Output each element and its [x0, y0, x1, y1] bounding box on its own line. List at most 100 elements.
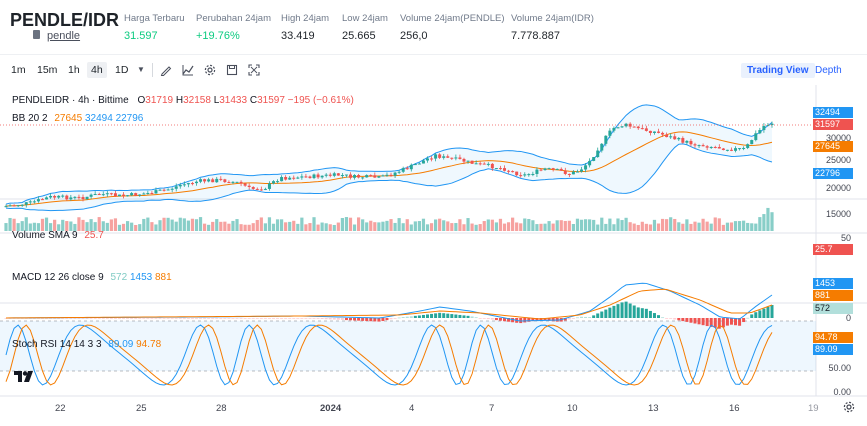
- macd-hist-bar: [117, 318, 121, 319]
- candle-body: [219, 178, 223, 180]
- depth-button[interactable]: Depth: [815, 65, 842, 76]
- volume-bar: [665, 219, 669, 231]
- volume-bar: [81, 219, 85, 231]
- volume-bar: [644, 223, 648, 231]
- candle-body: [365, 175, 369, 178]
- save-icon[interactable]: [226, 64, 238, 76]
- volume-bar: [648, 224, 653, 231]
- candle-body: [644, 128, 648, 131]
- candle-body: [527, 174, 531, 176]
- candle-body: [340, 175, 344, 177]
- macd-hist-bar: [665, 318, 669, 319]
- timeframe-1h[interactable]: 1h: [68, 64, 80, 76]
- candle-body: [401, 168, 405, 172]
- volume-bar: [211, 221, 215, 231]
- volume-bar: [162, 217, 166, 231]
- macd-hist-bar: [320, 318, 324, 320]
- macd-hist-bar: [344, 318, 348, 321]
- chart-container[interactable]: 1m 15m 1h 4h 1D ▼ Trading View Depth: [0, 54, 867, 426]
- volume-bar: [608, 218, 612, 231]
- volume-bar: [320, 222, 324, 231]
- price-chart[interactable]: [0, 85, 867, 426]
- volume-bar: [494, 222, 499, 231]
- candle-body: [519, 175, 523, 177]
- volume-bar: [340, 218, 344, 231]
- volume-bar: [697, 222, 701, 231]
- pair-info-link[interactable]: pendle: [47, 30, 81, 42]
- macd-hist-bar: [758, 310, 762, 318]
- volume-bar: [600, 217, 604, 231]
- volume-bar: [421, 218, 426, 231]
- macd-hist-bar: [186, 318, 190, 319]
- candle-body: [616, 127, 620, 129]
- candle-body: [231, 181, 235, 183]
- candle-body: [762, 126, 766, 131]
- candle-body: [661, 132, 665, 135]
- macd-hist-bar: [130, 318, 134, 319]
- macd-hist-bar: [122, 318, 126, 319]
- bb-fill: [6, 104, 772, 211]
- fullscreen-icon[interactable]: [248, 64, 260, 76]
- stoch-legend: Stoch RSI 14 14 3 3 89.09 94.78: [12, 339, 162, 350]
- price-tick-30000: 30000: [825, 133, 851, 143]
- macd-hist-bar: [231, 318, 235, 319]
- bb-upper-line: [5, 104, 773, 205]
- volume-bar: [458, 219, 462, 231]
- macd-hist-bar: [247, 318, 251, 319]
- trading-view-button[interactable]: Trading View: [741, 63, 815, 78]
- candle-body: [608, 130, 612, 136]
- candle-body: [713, 146, 717, 148]
- axis-settings-icon[interactable]: [843, 401, 855, 416]
- macd-hist-bar: [357, 318, 361, 321]
- volume-bar: [539, 223, 543, 231]
- stat-volume-idr: Volume 24jam(IDR) 7.778.887: [511, 13, 594, 42]
- timeframe-4h[interactable]: 4h: [87, 62, 107, 78]
- macd-hist-bar: [434, 313, 438, 318]
- volume-bar: [746, 222, 750, 231]
- macd-hist-bar: [57, 318, 61, 319]
- timeframe-15m[interactable]: 15m: [37, 64, 58, 76]
- tradingview-logo[interactable]: [14, 371, 34, 385]
- volume-bar: [616, 218, 620, 231]
- macd-hist-bar: [713, 318, 717, 328]
- volume-bar: [296, 223, 300, 231]
- volume-bar: [563, 220, 567, 231]
- x-tick: 28: [216, 403, 227, 414]
- macd-hist-bar: [592, 315, 596, 318]
- candle-body: [227, 182, 231, 184]
- candle-body: [308, 176, 312, 179]
- volume-bar: [660, 218, 665, 231]
- candle-body: [276, 181, 280, 183]
- x-tick: 4: [409, 403, 415, 414]
- volume-bar: [263, 223, 267, 231]
- candle-body: [89, 194, 93, 197]
- stat-volume-pendle: Volume 24jam(PENDLE) 256,0: [400, 13, 505, 42]
- volume-bar: [721, 224, 725, 231]
- candle-body: [385, 174, 389, 176]
- settings-icon[interactable]: [204, 64, 216, 76]
- timeframe-1m[interactable]: 1m: [11, 64, 26, 76]
- macd-hist-bar: [616, 304, 620, 318]
- candle-body: [259, 189, 263, 191]
- draw-icon[interactable]: [160, 64, 172, 76]
- macd-hist-bar: [596, 313, 600, 318]
- candle-body: [474, 163, 478, 165]
- candle-body: [430, 158, 434, 160]
- macd-hist-bar: [353, 318, 357, 321]
- timeframe-1d[interactable]: 1D: [115, 64, 129, 76]
- candle-body: [45, 197, 49, 200]
- macd-hist-bar: [547, 318, 551, 321]
- candle-body: [478, 163, 482, 165]
- volume-bar: [174, 221, 178, 231]
- indicator-icon[interactable]: [182, 64, 194, 76]
- macd-hist-bar: [563, 318, 567, 321]
- volume-bar: [527, 218, 531, 231]
- macd-hist-bar: [766, 306, 770, 318]
- candle-body: [113, 193, 117, 197]
- macd-hist-bar: [32, 318, 36, 319]
- macd-hist-bar: [150, 318, 154, 319]
- volume-bar: [555, 220, 559, 231]
- macd-hist-bar: [600, 311, 604, 318]
- dropdown-icon[interactable]: ▼: [137, 65, 145, 74]
- x-tick: 10: [567, 403, 578, 414]
